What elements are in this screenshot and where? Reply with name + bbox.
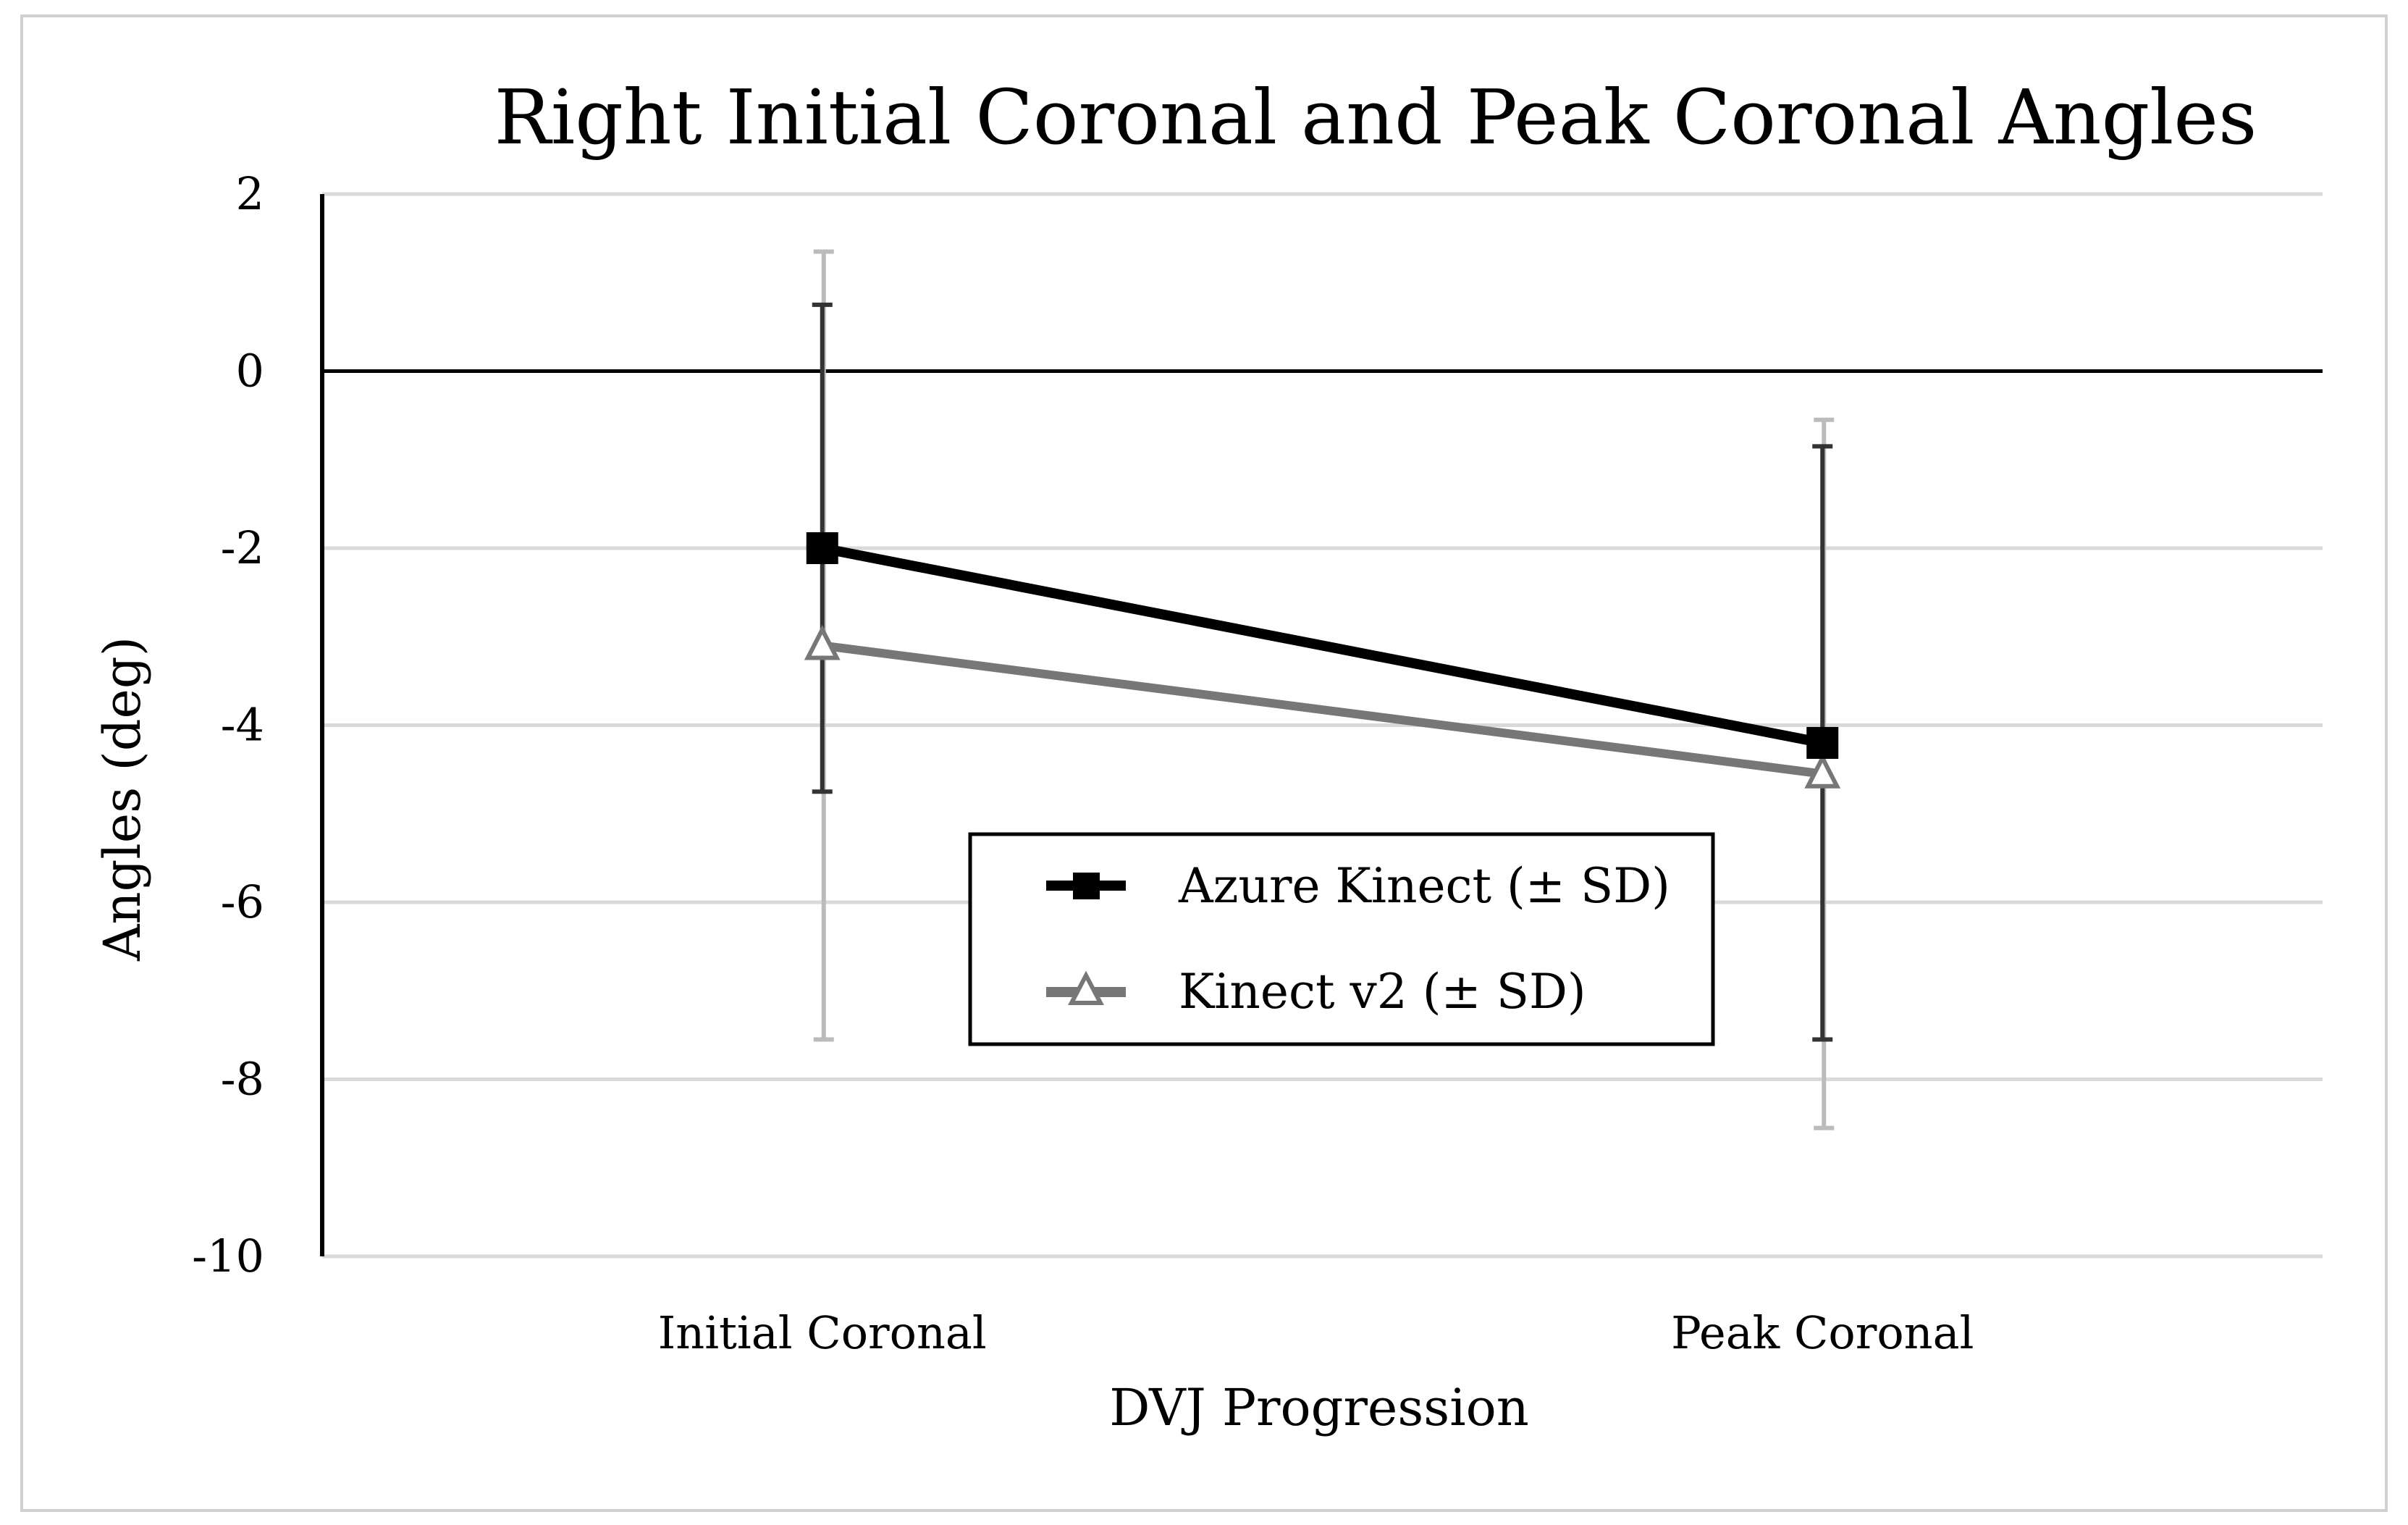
y-axis-title: Angles (deg) [93, 637, 152, 962]
y-axis-tick-labels: 2 0 -2 -4 -6 -8 -10 [192, 167, 264, 1282]
y-tick-label: 2 [236, 167, 264, 220]
legend-label-azure-kinect: Azure Kinect (± SD) [1178, 858, 1670, 914]
x-tick-label: Initial Coronal [658, 1306, 987, 1359]
chart-border [20, 14, 2388, 1512]
data-point [804, 624, 841, 660]
legend-marker-azure-kinect [1073, 873, 1100, 899]
series-line [821, 543, 1824, 748]
y-tick-label: -4 [221, 699, 264, 752]
legend-marker-kinect-v2 [1068, 970, 1104, 1005]
gridlines [322, 192, 2323, 1259]
y-tick-label: -10 [192, 1230, 264, 1282]
legend: Azure Kinect (± SD) Kinect v2 (± SD) [968, 832, 1715, 1046]
data-point [806, 532, 838, 564]
data-point [1806, 726, 1839, 759]
chart-title: Right Initial Coronal and Peak Coronal A… [494, 73, 2257, 161]
data-point [1804, 753, 1841, 789]
legend-label-kinect-v2: Kinect v2 (± SD) [1179, 964, 1586, 1020]
y-tick-label: -6 [221, 875, 264, 928]
y-tick-label: -8 [221, 1053, 264, 1106]
legend-box [968, 832, 1715, 1046]
x-axis-tick-labels: Initial Coronal Peak Coronal [658, 1306, 1974, 1359]
y-tick-label: -2 [221, 521, 264, 574]
data-series [804, 532, 1841, 789]
x-tick-label: Peak Coronal [1671, 1306, 1974, 1359]
y-tick-label: 0 [236, 345, 264, 398]
series-line [821, 641, 1824, 778]
x-axis-title: DVJ Progression [1109, 1378, 1529, 1437]
